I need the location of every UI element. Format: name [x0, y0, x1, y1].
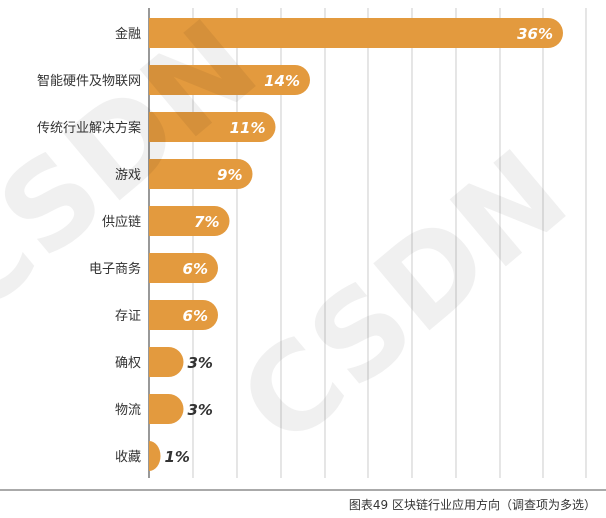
- category-label: 金融: [115, 26, 141, 42]
- bar: [149, 112, 276, 142]
- bars: [149, 18, 563, 471]
- bar: [149, 159, 253, 189]
- bar: [149, 347, 184, 377]
- bar: [149, 18, 563, 48]
- value-label: 36%: [517, 25, 553, 43]
- category-label: 物流: [115, 403, 141, 418]
- value-label: 3%: [188, 354, 213, 372]
- bar: [149, 253, 218, 283]
- bar: [149, 65, 310, 95]
- category-label: 供应链: [102, 214, 141, 230]
- watermark-text: CSDN: [215, 125, 593, 474]
- value-label: 1%: [165, 448, 190, 466]
- value-label: 7%: [194, 213, 219, 231]
- bar: [149, 441, 161, 471]
- bar: [149, 394, 184, 424]
- category-label: 智能硬件及物联网: [37, 74, 141, 89]
- bar: [149, 300, 218, 330]
- chart-caption: 图表49 区块链行业应用方向（调查项为多选）: [349, 497, 596, 512]
- category-label: 收藏: [115, 450, 141, 465]
- value-label: 3%: [188, 401, 213, 419]
- category-label: 电子商务: [89, 261, 141, 277]
- value-label: 11%: [230, 119, 266, 137]
- value-label: 9%: [217, 166, 242, 184]
- category-label: 游戏: [115, 168, 141, 183]
- category-label: 存证: [115, 309, 141, 324]
- bar: [149, 206, 230, 236]
- category-label: 传统行业解决方案: [37, 120, 141, 136]
- value-labels: 36% 14% 11% 9% 7% 6% 6% 3% 3% 1%: [165, 25, 554, 466]
- category-label: 确权: [115, 355, 141, 371]
- value-label: 6%: [183, 260, 208, 278]
- value-label: 6%: [183, 307, 208, 325]
- value-label: 14%: [264, 72, 300, 90]
